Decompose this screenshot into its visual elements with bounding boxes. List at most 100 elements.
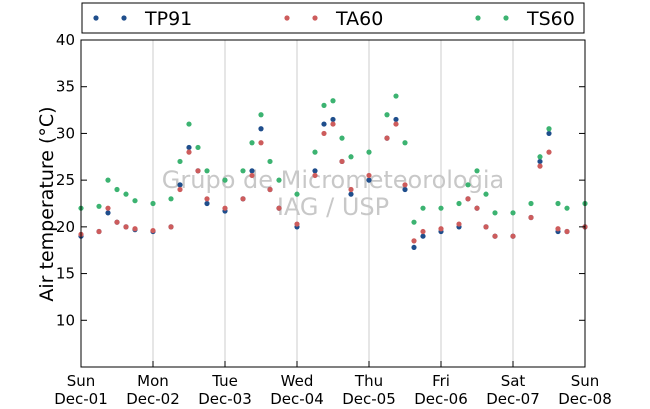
legend-label-1: TA60 — [335, 8, 383, 30]
point-TP91-27 — [402, 186, 408, 193]
y-tick-label-1: 15 — [56, 265, 75, 283]
point-TS60-41 — [564, 205, 570, 211]
point-TS60-25 — [384, 112, 390, 118]
point-TA60-40 — [555, 226, 561, 232]
point-TP91-24 — [366, 177, 372, 183]
point-TS60-7 — [168, 196, 174, 202]
point-TA60-8 — [177, 186, 183, 193]
x-tick-date-6: Dec-07 — [486, 390, 540, 408]
point-TS60-9 — [186, 121, 192, 127]
point-TS60-29 — [420, 205, 426, 211]
point-TA60-35 — [492, 233, 498, 239]
point-TS60-4 — [123, 191, 129, 197]
x-tick-weekday-5: Fri — [432, 372, 450, 390]
point-TP91-19 — [312, 168, 318, 174]
series-TA60 — [78, 121, 588, 244]
x-tick-weekday-6: Sat — [501, 372, 526, 390]
x-tick-weekday-3: Wed — [281, 372, 314, 390]
y-tick-label-5: 35 — [56, 78, 75, 96]
point-TA60-31 — [456, 221, 462, 227]
point-TA60-9 — [186, 149, 192, 155]
watermark-line-2: IAG / USP — [277, 193, 389, 221]
series-TS60 — [78, 93, 588, 225]
point-TS60-16 — [267, 158, 273, 165]
point-TS60-13 — [240, 168, 246, 174]
point-TP91-39 — [546, 130, 552, 137]
point-TP91-2 — [105, 210, 111, 216]
point-TA60-1 — [96, 228, 102, 235]
point-TS60-39 — [546, 126, 552, 132]
legend-label-0: TP91 — [144, 8, 192, 30]
point-TP91-26 — [393, 116, 399, 123]
y-tick-label-3: 25 — [56, 171, 75, 189]
gridlines — [152, 40, 514, 367]
point-TS60-18 — [294, 191, 300, 197]
point-TS60-15 — [258, 112, 264, 118]
point-TS60-35 — [492, 210, 498, 216]
x-tick-date-2: Dec-03 — [198, 390, 252, 408]
point-TA60-4 — [123, 224, 129, 230]
point-TS60-38 — [537, 154, 543, 160]
point-TA60-33 — [474, 205, 480, 211]
point-TS60-2 — [105, 177, 111, 183]
x-tick-weekday-2: Tue — [211, 372, 238, 390]
watermark-line-1: Grupo de Micrometeorologia — [162, 166, 504, 194]
point-TP91-28 — [411, 244, 417, 251]
point-TA60-6 — [150, 227, 156, 234]
point-TS60-32 — [465, 182, 471, 188]
point-TP91-11 — [204, 200, 210, 207]
legend-marker-1b — [312, 15, 318, 21]
point-TS60-5 — [132, 198, 138, 204]
point-TA60-25 — [384, 135, 390, 141]
point-TS60-11 — [204, 168, 210, 174]
x-tick-date-5: Dec-06 — [414, 390, 468, 408]
legend-item-0: TP91 — [93, 8, 192, 30]
point-TP91-38 — [537, 158, 543, 165]
point-TS60-36 — [510, 210, 516, 216]
point-TS60-20 — [321, 102, 327, 108]
y-tick-label-0: 10 — [56, 311, 75, 329]
point-TS60-24 — [366, 149, 372, 155]
point-TS60-26 — [393, 93, 399, 99]
point-TA60-26 — [393, 121, 399, 127]
point-TA60-16 — [267, 186, 273, 193]
point-TP91-14 — [249, 168, 255, 174]
point-TS60-31 — [456, 200, 462, 207]
point-TP91-8 — [177, 182, 183, 188]
point-TA60-7 — [168, 224, 174, 230]
point-TA60-19 — [312, 172, 318, 179]
point-TS60-8 — [177, 158, 183, 165]
point-TA60-11 — [204, 196, 210, 202]
point-TA60-21 — [330, 121, 336, 127]
legend-marker-2b — [503, 15, 509, 21]
y-tick-label-4: 30 — [56, 124, 75, 142]
point-TA60-38 — [537, 163, 543, 169]
point-TS60-40 — [555, 200, 561, 207]
x-tick-date-4: Dec-05 — [342, 390, 396, 408]
point-TA60-17 — [276, 205, 282, 211]
point-TA60-24 — [366, 172, 372, 179]
point-TA60-37 — [528, 214, 534, 221]
y-tick-label-2: 20 — [56, 218, 75, 236]
point-TA60-10 — [195, 168, 201, 174]
x-tick-weekday-1: Mon — [137, 372, 169, 390]
point-TS60-21 — [330, 98, 336, 104]
point-TS60-6 — [150, 200, 156, 207]
point-TA60-5 — [132, 226, 138, 232]
y-tick-label-6: 40 — [56, 31, 75, 49]
point-TA60-36 — [510, 233, 516, 239]
x-tick-date-3: Dec-04 — [270, 390, 324, 408]
legend-item-1: TA60 — [284, 8, 383, 30]
legend: TP91 TA60 TS60 — [81, 2, 585, 34]
point-TA60-18 — [294, 221, 300, 227]
point-TA60-23 — [348, 186, 354, 193]
point-TA60-39 — [546, 149, 552, 155]
point-TA60-28 — [411, 238, 417, 244]
legend-marker-0a — [93, 15, 99, 21]
point-TP91-21 — [330, 116, 336, 123]
watermark: Grupo de Micrometeorologia IAG / USP — [162, 166, 504, 221]
legend-marker-1a — [284, 15, 290, 21]
point-TA60-3 — [114, 219, 120, 225]
legend-label-2: TS60 — [526, 8, 575, 30]
